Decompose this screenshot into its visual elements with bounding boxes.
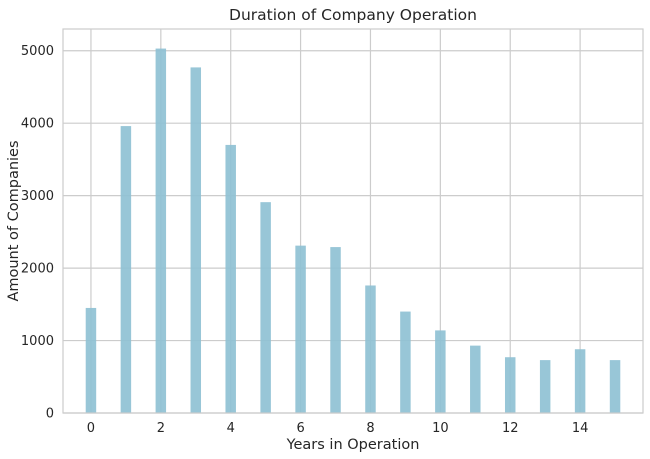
x-tick-label: 0: [87, 421, 95, 436]
bar-11: [470, 345, 481, 413]
y-tick-label: 3000: [21, 189, 54, 204]
bar-15: [609, 360, 621, 413]
x-tick-label: 14: [572, 421, 589, 436]
bar-14: [574, 349, 586, 413]
bars: [85, 48, 621, 414]
bar-8: [365, 285, 376, 413]
x-tick-label: 10: [432, 421, 449, 436]
x-tick-label: 12: [502, 421, 519, 436]
y-tick-label: 4000: [21, 117, 54, 132]
chart-title: Duration of Company Operation: [229, 6, 477, 24]
bar-13: [539, 360, 551, 413]
plot-frame: [62, 28, 644, 414]
bar-2: [155, 48, 167, 414]
bar-5: [260, 202, 271, 413]
x-tick-labels: 0 2 4 6 8 10 12 14: [87, 421, 589, 436]
x-tick-label: 8: [366, 421, 374, 436]
bar-6: [295, 245, 306, 413]
bar-7: [330, 247, 341, 413]
x-tick-label: 4: [227, 421, 235, 436]
y-tick-label: 2000: [21, 262, 54, 277]
bar-0: [85, 307, 97, 413]
bar-4: [225, 144, 236, 413]
y-tick-label: 5000: [21, 44, 54, 59]
y-tick-label: 0: [46, 407, 54, 422]
bar-10: [435, 330, 446, 413]
bar-1: [120, 126, 132, 413]
x-axis-label: Years in Operation: [286, 437, 420, 453]
x-tick-label: 6: [296, 421, 304, 436]
y-axis-label: Amount of Companies: [6, 140, 22, 301]
bar-9: [400, 311, 411, 413]
x-tick-label: 2: [157, 421, 165, 436]
y-tick-labels: 0 1000 2000 3000 4000 5000: [21, 44, 54, 421]
y-tick-label: 1000: [21, 334, 54, 349]
bar-12: [504, 357, 516, 413]
plot-background: [63, 29, 643, 413]
bar-3: [190, 67, 202, 414]
